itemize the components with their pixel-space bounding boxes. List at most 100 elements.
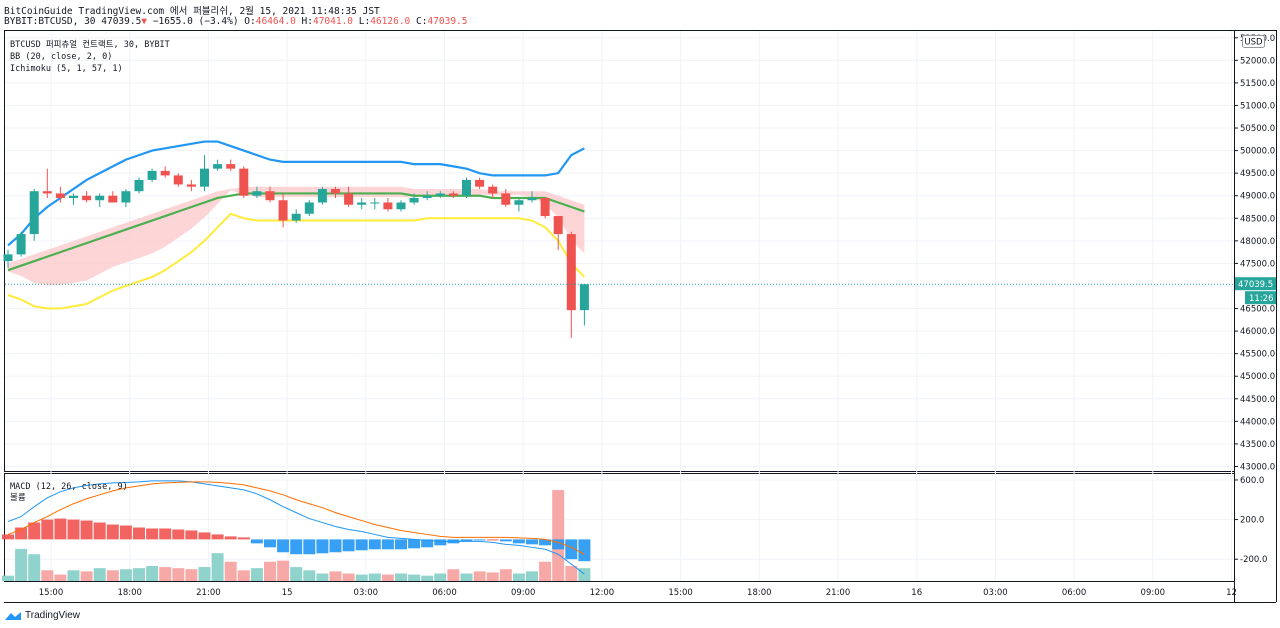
volume-bar	[460, 573, 473, 581]
candle-body	[488, 186, 498, 194]
volume-bar	[381, 574, 394, 581]
legend-ichimoku: Ichimoku (5, 1, 57, 1)	[10, 64, 123, 74]
candle-body	[265, 191, 275, 201]
open-value: 46464.0	[255, 16, 296, 27]
y-tick-label: 45000.0	[1240, 372, 1275, 382]
volume-bar	[237, 570, 250, 581]
symbol-label: BYBIT:BTCUSD, 30	[4, 16, 96, 27]
volume-bar	[486, 572, 499, 581]
candle-body	[69, 195, 78, 198]
currency-button[interactable]	[1242, 35, 1265, 48]
y-tick-label: 47500.0	[1240, 259, 1275, 269]
volume-bar	[499, 569, 512, 581]
volume-bar	[15, 548, 28, 581]
candle-body	[173, 175, 183, 185]
x-tick-label: 06:00	[1062, 588, 1087, 598]
macd-pane: 600.0 200.0 -200.0	[2, 476, 1267, 581]
y-tick-label: 48000.0	[1240, 237, 1275, 247]
legend-macd: MACD (12, 26, close, 9)	[10, 482, 128, 492]
close-label: C:	[416, 16, 428, 27]
y-tick-label: 44500.0	[1240, 395, 1275, 405]
macd-histogram-bar	[512, 539, 525, 544]
candle-body	[448, 193, 458, 196]
tradingview-brand[interactable]: TradingView	[4, 610, 80, 621]
macd-histogram-bar	[473, 539, 486, 541]
volume-bar	[342, 573, 355, 581]
macd-histogram-bar	[237, 537, 250, 540]
candle-body	[475, 179, 485, 187]
cloud-area	[8, 186, 585, 286]
macd-histogram-bar	[329, 539, 342, 553]
candle-body	[278, 200, 288, 221]
candle-body	[82, 195, 92, 201]
y-tick-label: 49000.0	[1240, 192, 1275, 202]
macd-histogram-bar	[421, 539, 434, 548]
volume-bar	[133, 568, 145, 581]
y-tick-label: 52000.0	[1240, 56, 1275, 66]
price-pane-border	[4, 30, 1235, 472]
macd-histogram-bar	[172, 529, 185, 540]
macd-histogram-bar	[578, 539, 591, 562]
volume-bar	[211, 553, 224, 581]
last-price: 47039.5	[101, 16, 142, 27]
volume-bar	[172, 568, 185, 581]
macd-histogram-bar	[434, 539, 447, 546]
macd-histogram-bar	[395, 539, 407, 550]
candle-body	[527, 197, 537, 201]
macd-histogram-bar	[67, 519, 80, 540]
volume-bar	[434, 573, 447, 581]
price-change: −1655.0 (−3.4%)	[152, 16, 239, 27]
volume-bar	[473, 571, 486, 581]
macd-histogram-bar	[290, 539, 303, 555]
price-tag-label: 47039.5	[1238, 280, 1273, 290]
volume-bar	[54, 574, 67, 581]
x-tick-label: 15	[282, 588, 293, 598]
candle-body	[42, 191, 52, 194]
candle-body	[435, 193, 445, 196]
high-value: 47041.0	[312, 16, 354, 27]
macd-histogram-bar	[211, 534, 224, 540]
volume-bar	[355, 574, 368, 581]
macd-histogram-bar	[2, 534, 14, 540]
macd-histogram-bar	[486, 539, 499, 541]
volume-bar	[264, 561, 276, 581]
currency-label: USD	[1244, 38, 1263, 48]
price-tag	[1235, 277, 1276, 291]
x-tick-label: 06:00	[432, 588, 457, 598]
published-by: BitCoinGuide TradingView.com 에서 퍼블리쉬, 2월…	[4, 3, 380, 17]
y-tick-label: 51500.0	[1240, 79, 1275, 89]
candle-body	[357, 202, 367, 205]
grid-lines	[5, 31, 1234, 581]
y-tick-label: 50000.0	[1240, 147, 1275, 157]
x-tick-label: 21:00	[826, 588, 851, 598]
macd-histogram-bar	[342, 539, 355, 552]
candle-body	[553, 216, 563, 235]
candle-body	[317, 188, 327, 203]
x-tick-label: 12:00	[590, 588, 615, 598]
time-axis: 15:00 18:00 21:00 15 03:00 06:00 09:00 12:00 15:…	[39, 588, 1237, 598]
macd-histogram-bar	[41, 519, 54, 540]
volume-bar	[106, 570, 119, 581]
open-label: O:	[244, 16, 256, 27]
macd-histogram-bar	[250, 539, 263, 544]
macd-histogram-bar	[277, 539, 290, 553]
volume-bar	[250, 568, 263, 581]
x-tick-label: 03:00	[983, 588, 1008, 598]
volume-bar	[539, 561, 552, 581]
volume-bar	[368, 573, 381, 581]
bb-basis-line	[7, 192, 585, 272]
candle-body	[3, 254, 13, 262]
candle-body	[304, 202, 314, 214]
macd-histogram-bar	[185, 530, 198, 540]
x-tick-label: 09:00	[511, 588, 536, 598]
low-value: 46126.0	[370, 16, 411, 27]
x-tick-label: 09:00	[1141, 588, 1166, 598]
volume-bar	[526, 571, 538, 581]
volume-bar	[395, 573, 407, 581]
macd-histogram-bar	[106, 524, 119, 540]
y-tick-label: 45500.0	[1240, 350, 1275, 360]
macd-histogram-bar	[552, 539, 565, 550]
y-tick-label: 43500.0	[1240, 440, 1275, 450]
volume-bar	[408, 574, 421, 581]
